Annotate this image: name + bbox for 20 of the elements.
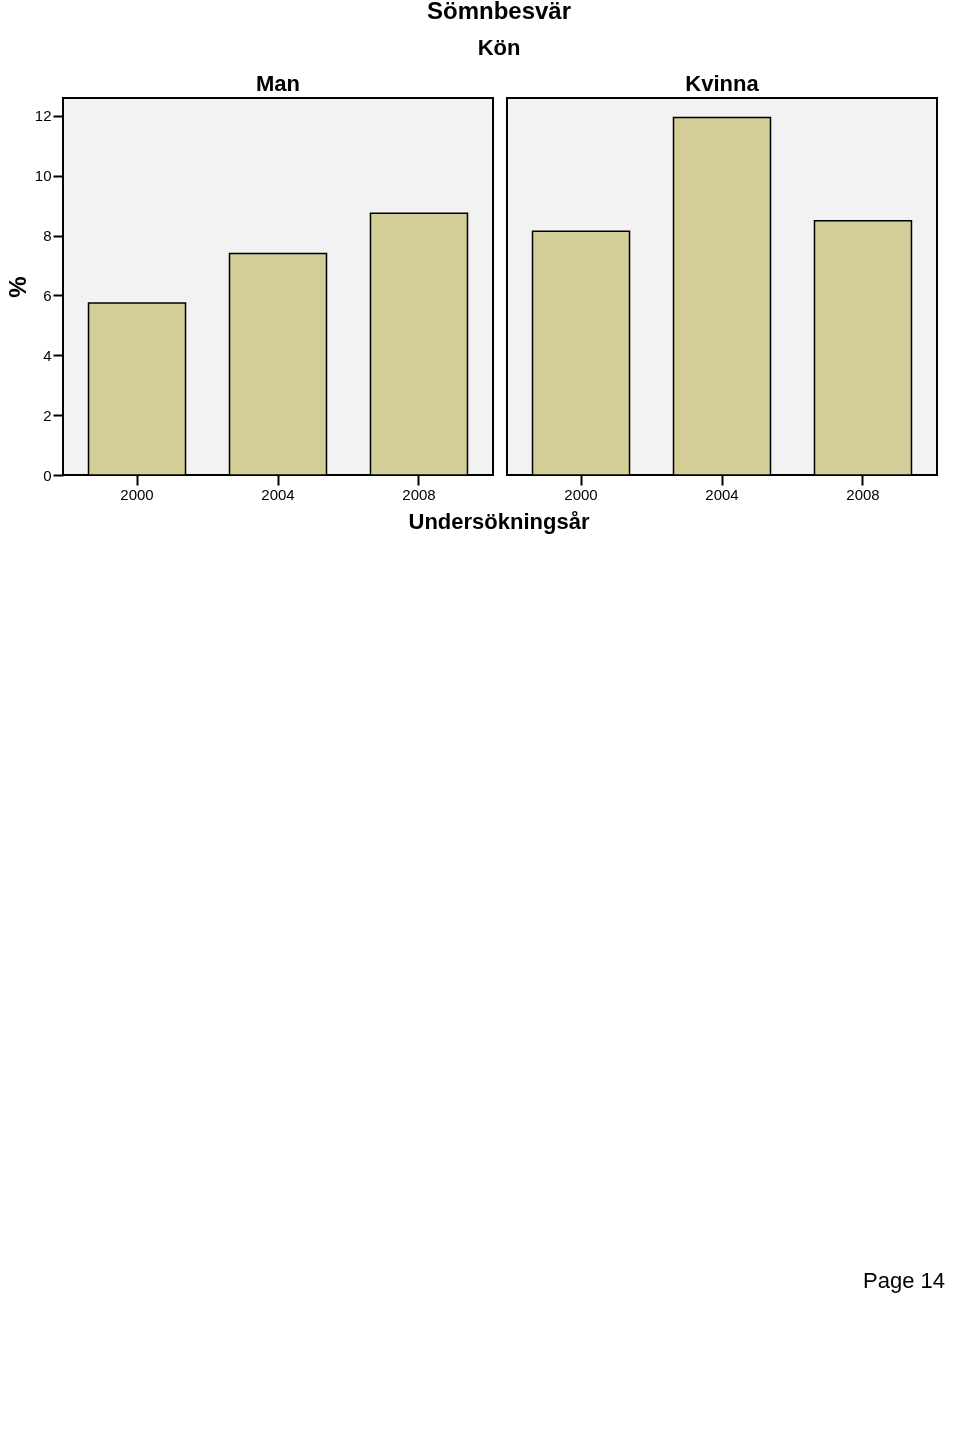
y-tick-label: 4 xyxy=(43,346,52,364)
y-axis-title: % xyxy=(3,276,31,298)
x-tick-label: 2008 xyxy=(846,485,880,503)
y-tick-label: 6 xyxy=(43,286,52,304)
chart-title: Kvinna xyxy=(685,71,760,96)
y-tick-label: 2 xyxy=(43,406,52,424)
x-tick-label: 2004 xyxy=(705,485,739,503)
text: Sömnbesvär xyxy=(426,0,572,24)
x-axis-title: Undersökningsår xyxy=(408,509,590,534)
chart-title: Man xyxy=(256,71,300,96)
text: Page 14 xyxy=(863,1268,945,1293)
x-tick-label: 2000 xyxy=(564,485,598,503)
y-tick-label: 8 xyxy=(43,227,52,245)
x-tick-label: 2004 xyxy=(261,485,295,503)
x-tick-label: 2000 xyxy=(120,485,154,503)
text: Kön xyxy=(477,35,521,60)
y-tick-label: 10 xyxy=(34,167,52,185)
y-tick-label: 0 xyxy=(43,466,52,484)
x-tick-label: 2008 xyxy=(402,485,436,503)
y-tick-label: 12 xyxy=(34,107,52,125)
